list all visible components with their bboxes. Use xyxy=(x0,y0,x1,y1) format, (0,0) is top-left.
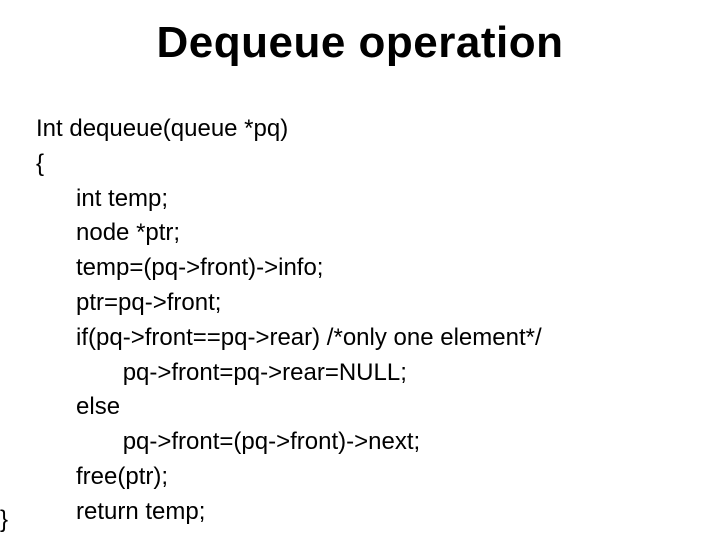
code-line: if(pq->front==pq->rear) /*only one eleme… xyxy=(76,324,542,351)
code-line: free(ptr); xyxy=(76,463,168,490)
code-line: Int dequeue(queue *pq) xyxy=(36,115,288,142)
code-line: pq->front=(pq->front)->next; xyxy=(123,428,421,455)
code-line: temp=(pq->front)->info; xyxy=(76,254,323,281)
code-line: pq->front=pq->rear=NULL; xyxy=(123,359,407,386)
code-line: return temp; xyxy=(76,498,205,525)
slide: Dequeue operation Int dequeue(queue *pq)… xyxy=(0,0,720,540)
code-line: { xyxy=(36,150,44,177)
code-line: else xyxy=(76,393,120,420)
code-line: ptr=pq->front; xyxy=(76,289,221,316)
code-block: Int dequeue(queue *pq) { int temp; node … xyxy=(36,112,542,530)
slide-title: Dequeue operation xyxy=(0,18,720,68)
code-closing-brace: } xyxy=(0,506,8,534)
code-line: int temp; xyxy=(76,185,168,212)
code-line: node *ptr; xyxy=(76,219,180,246)
